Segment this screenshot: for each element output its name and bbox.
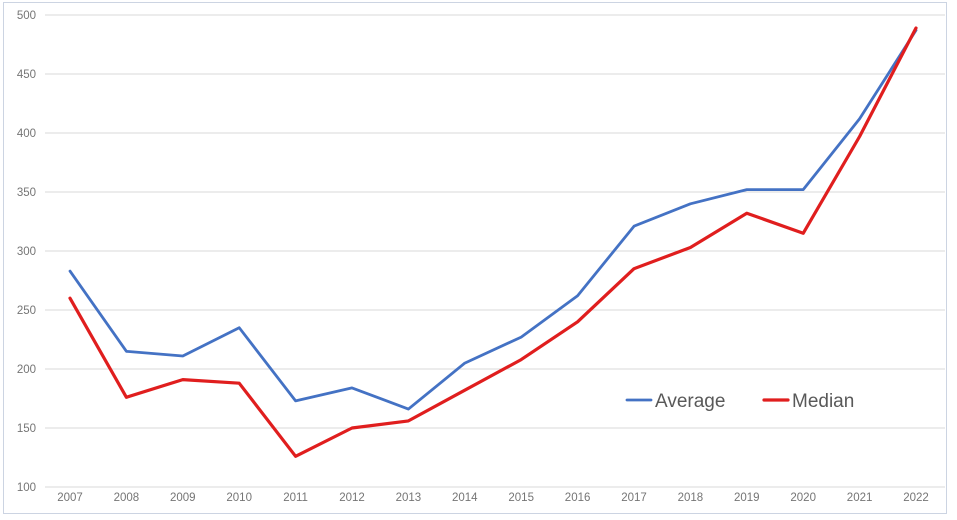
x-axis-tick-label: 2021 xyxy=(847,492,873,504)
x-axis-tick-label: 2018 xyxy=(678,492,704,504)
x-axis-tick-label: 2008 xyxy=(114,492,140,504)
y-axis-tick-label: 350 xyxy=(17,187,36,199)
y-axis-tick-label: 500 xyxy=(17,10,36,22)
y-axis-tick-label: 300 xyxy=(17,246,36,258)
x-axis-tick-label: 2017 xyxy=(621,492,647,504)
y-axis-tick-label: 450 xyxy=(17,69,36,81)
x-axis-tick-label: 2022 xyxy=(903,492,929,504)
y-axis-tick-label: 150 xyxy=(17,423,36,435)
x-axis-tick-label: 2007 xyxy=(57,492,83,504)
x-axis-tick-label: 2009 xyxy=(170,492,196,504)
y-axis-tick-label: 400 xyxy=(17,128,36,140)
y-axis-tick-label: 100 xyxy=(17,482,36,494)
x-axis-tick-label: 2012 xyxy=(339,492,365,504)
series-line-average xyxy=(68,28,918,411)
legend-label-median: Median xyxy=(792,391,854,412)
y-axis-tick-label: 250 xyxy=(17,305,36,317)
x-axis-tick-label: 2011 xyxy=(283,492,308,504)
x-axis-tick-label: 2010 xyxy=(226,492,252,504)
x-axis-tick-label: 2013 xyxy=(396,492,422,504)
series-line-median xyxy=(68,26,918,458)
x-axis-tick-label: 2014 xyxy=(452,492,478,504)
legend-label-average: Average xyxy=(655,391,725,412)
x-axis-tick-label: 2019 xyxy=(734,492,760,504)
x-axis-tick-label: 2016 xyxy=(565,492,591,504)
x-axis-tick-label: 2015 xyxy=(508,492,534,504)
y-axis-tick-label: 200 xyxy=(17,364,36,376)
x-axis-tick-label: 2020 xyxy=(790,492,816,504)
